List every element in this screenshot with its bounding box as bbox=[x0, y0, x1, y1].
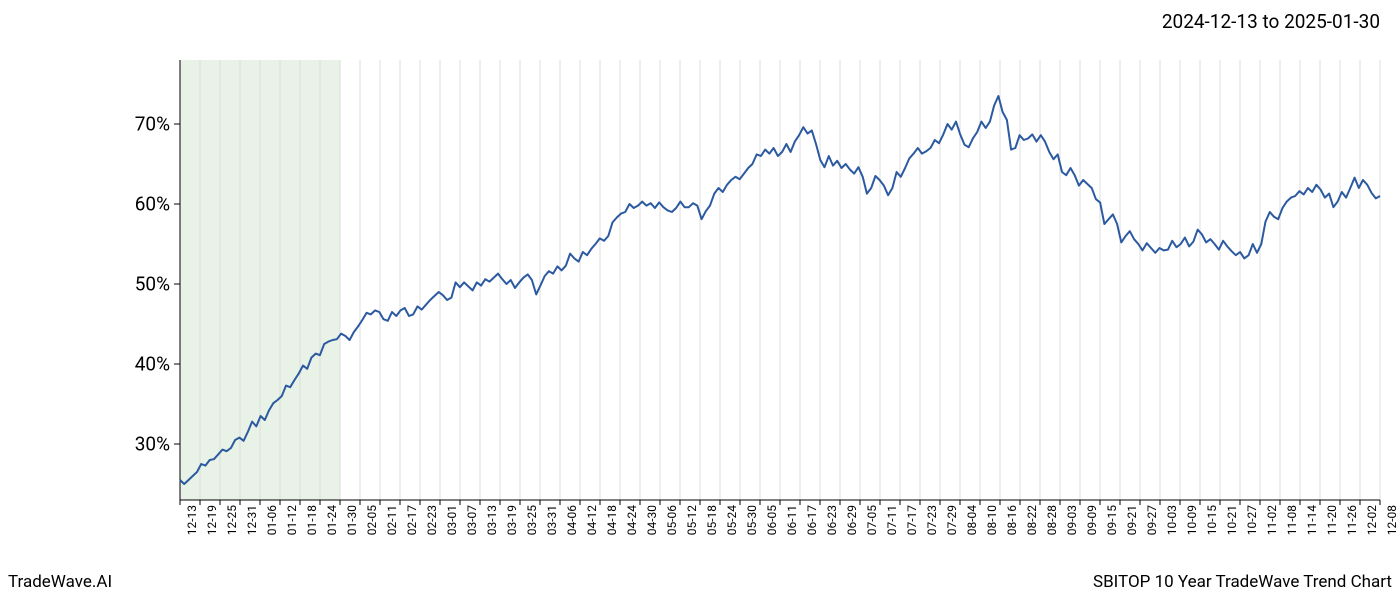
x-tick-label: 11-20 bbox=[1325, 505, 1339, 535]
x-tick-label: 04-18 bbox=[605, 505, 619, 535]
chart-plot-area bbox=[180, 60, 1380, 500]
x-tick-label: 02-05 bbox=[365, 505, 379, 535]
x-tick-label: 12-19 bbox=[205, 505, 219, 535]
x-tick-label: 01-30 bbox=[345, 505, 359, 535]
x-tick-label: 12-08 bbox=[1385, 505, 1399, 535]
x-tick-label: 04-24 bbox=[625, 505, 639, 535]
x-axis: 12-13 12-19 12-25 12-31 01-06 01-12 01-18 01-24… bbox=[180, 505, 1380, 565]
x-tick-label: 03-01 bbox=[445, 505, 459, 535]
footer-title: SBITOP 10 Year TradeWave Trend Chart bbox=[1093, 572, 1392, 592]
x-tick-label: 02-23 bbox=[425, 505, 439, 535]
x-tick-label: 02-11 bbox=[385, 505, 399, 535]
x-tick-label: 08-22 bbox=[1025, 505, 1039, 535]
x-tick-label: 08-04 bbox=[965, 505, 979, 535]
y-axis: 30% 40% 50% 60% 70% bbox=[100, 60, 170, 500]
x-tick-label: 10-15 bbox=[1205, 505, 1219, 535]
x-tick-label: 09-03 bbox=[1065, 505, 1079, 535]
x-tick-label: 01-12 bbox=[285, 505, 299, 535]
trend-line bbox=[180, 60, 1380, 500]
x-tick-label: 02-17 bbox=[405, 505, 419, 535]
x-tick-label: 07-05 bbox=[865, 505, 879, 535]
x-tick-label: 12-13 bbox=[185, 505, 199, 535]
x-tick-label: 03-25 bbox=[525, 505, 539, 535]
x-tick-label: 06-29 bbox=[845, 505, 859, 535]
x-tick-label: 09-09 bbox=[1085, 505, 1099, 535]
x-tick-label: 01-24 bbox=[325, 505, 339, 535]
x-tick-label: 10-09 bbox=[1185, 505, 1199, 535]
x-tick-label: 06-17 bbox=[805, 505, 819, 535]
y-tick-label: 60% bbox=[135, 193, 170, 216]
y-tick-label: 30% bbox=[135, 433, 170, 456]
x-tick-label: 08-16 bbox=[1005, 505, 1019, 535]
x-tick-label: 04-06 bbox=[565, 505, 579, 535]
x-tick-label: 04-30 bbox=[645, 505, 659, 535]
x-tick-label: 08-10 bbox=[985, 505, 999, 535]
y-tick-label: 70% bbox=[135, 113, 170, 136]
x-tick-label: 07-17 bbox=[905, 505, 919, 535]
x-tick-label: 06-23 bbox=[825, 505, 839, 535]
x-tick-label: 12-02 bbox=[1365, 505, 1379, 535]
x-tick-label: 10-03 bbox=[1165, 505, 1179, 535]
x-tick-label: 08-28 bbox=[1045, 505, 1059, 535]
x-tick-label: 11-26 bbox=[1345, 505, 1359, 535]
x-tick-label: 03-13 bbox=[485, 505, 499, 535]
x-tick-label: 03-19 bbox=[505, 505, 519, 535]
x-tick-label: 03-07 bbox=[465, 505, 479, 535]
x-tick-label: 01-18 bbox=[305, 505, 319, 535]
x-tick-label: 07-11 bbox=[885, 505, 899, 535]
x-tick-label: 10-27 bbox=[1245, 505, 1259, 535]
x-tick-label: 10-21 bbox=[1225, 505, 1239, 535]
x-tick-label: 06-11 bbox=[785, 505, 799, 535]
x-tick-label: 04-12 bbox=[585, 505, 599, 535]
x-tick-label: 05-06 bbox=[665, 505, 679, 535]
x-tick-label: 07-29 bbox=[945, 505, 959, 535]
x-tick-label: 06-05 bbox=[765, 505, 779, 535]
y-tick-label: 50% bbox=[135, 273, 170, 296]
x-tick-label: 12-31 bbox=[245, 505, 259, 535]
x-tick-label: 11-14 bbox=[1305, 505, 1319, 535]
x-tick-label: 09-15 bbox=[1105, 505, 1119, 535]
x-tick-label: 09-27 bbox=[1145, 505, 1159, 535]
x-tick-label: 11-08 bbox=[1285, 505, 1299, 535]
x-tick-label: 09-21 bbox=[1125, 505, 1139, 535]
x-tick-label: 05-24 bbox=[725, 505, 739, 535]
x-tick-label: 11-02 bbox=[1265, 505, 1279, 535]
x-tick-label: 12-25 bbox=[225, 505, 239, 535]
x-tick-label: 05-30 bbox=[745, 505, 759, 535]
x-tick-label: 03-31 bbox=[545, 505, 559, 535]
x-tick-label: 05-12 bbox=[685, 505, 699, 535]
footer-brand: TradeWave.AI bbox=[8, 572, 112, 592]
date-range-label: 2024-12-13 to 2025-01-30 bbox=[1162, 10, 1380, 33]
x-tick-label: 01-06 bbox=[265, 505, 279, 535]
y-tick-label: 40% bbox=[135, 353, 170, 376]
x-tick-label: 07-23 bbox=[925, 505, 939, 535]
x-tick-label: 05-18 bbox=[705, 505, 719, 535]
